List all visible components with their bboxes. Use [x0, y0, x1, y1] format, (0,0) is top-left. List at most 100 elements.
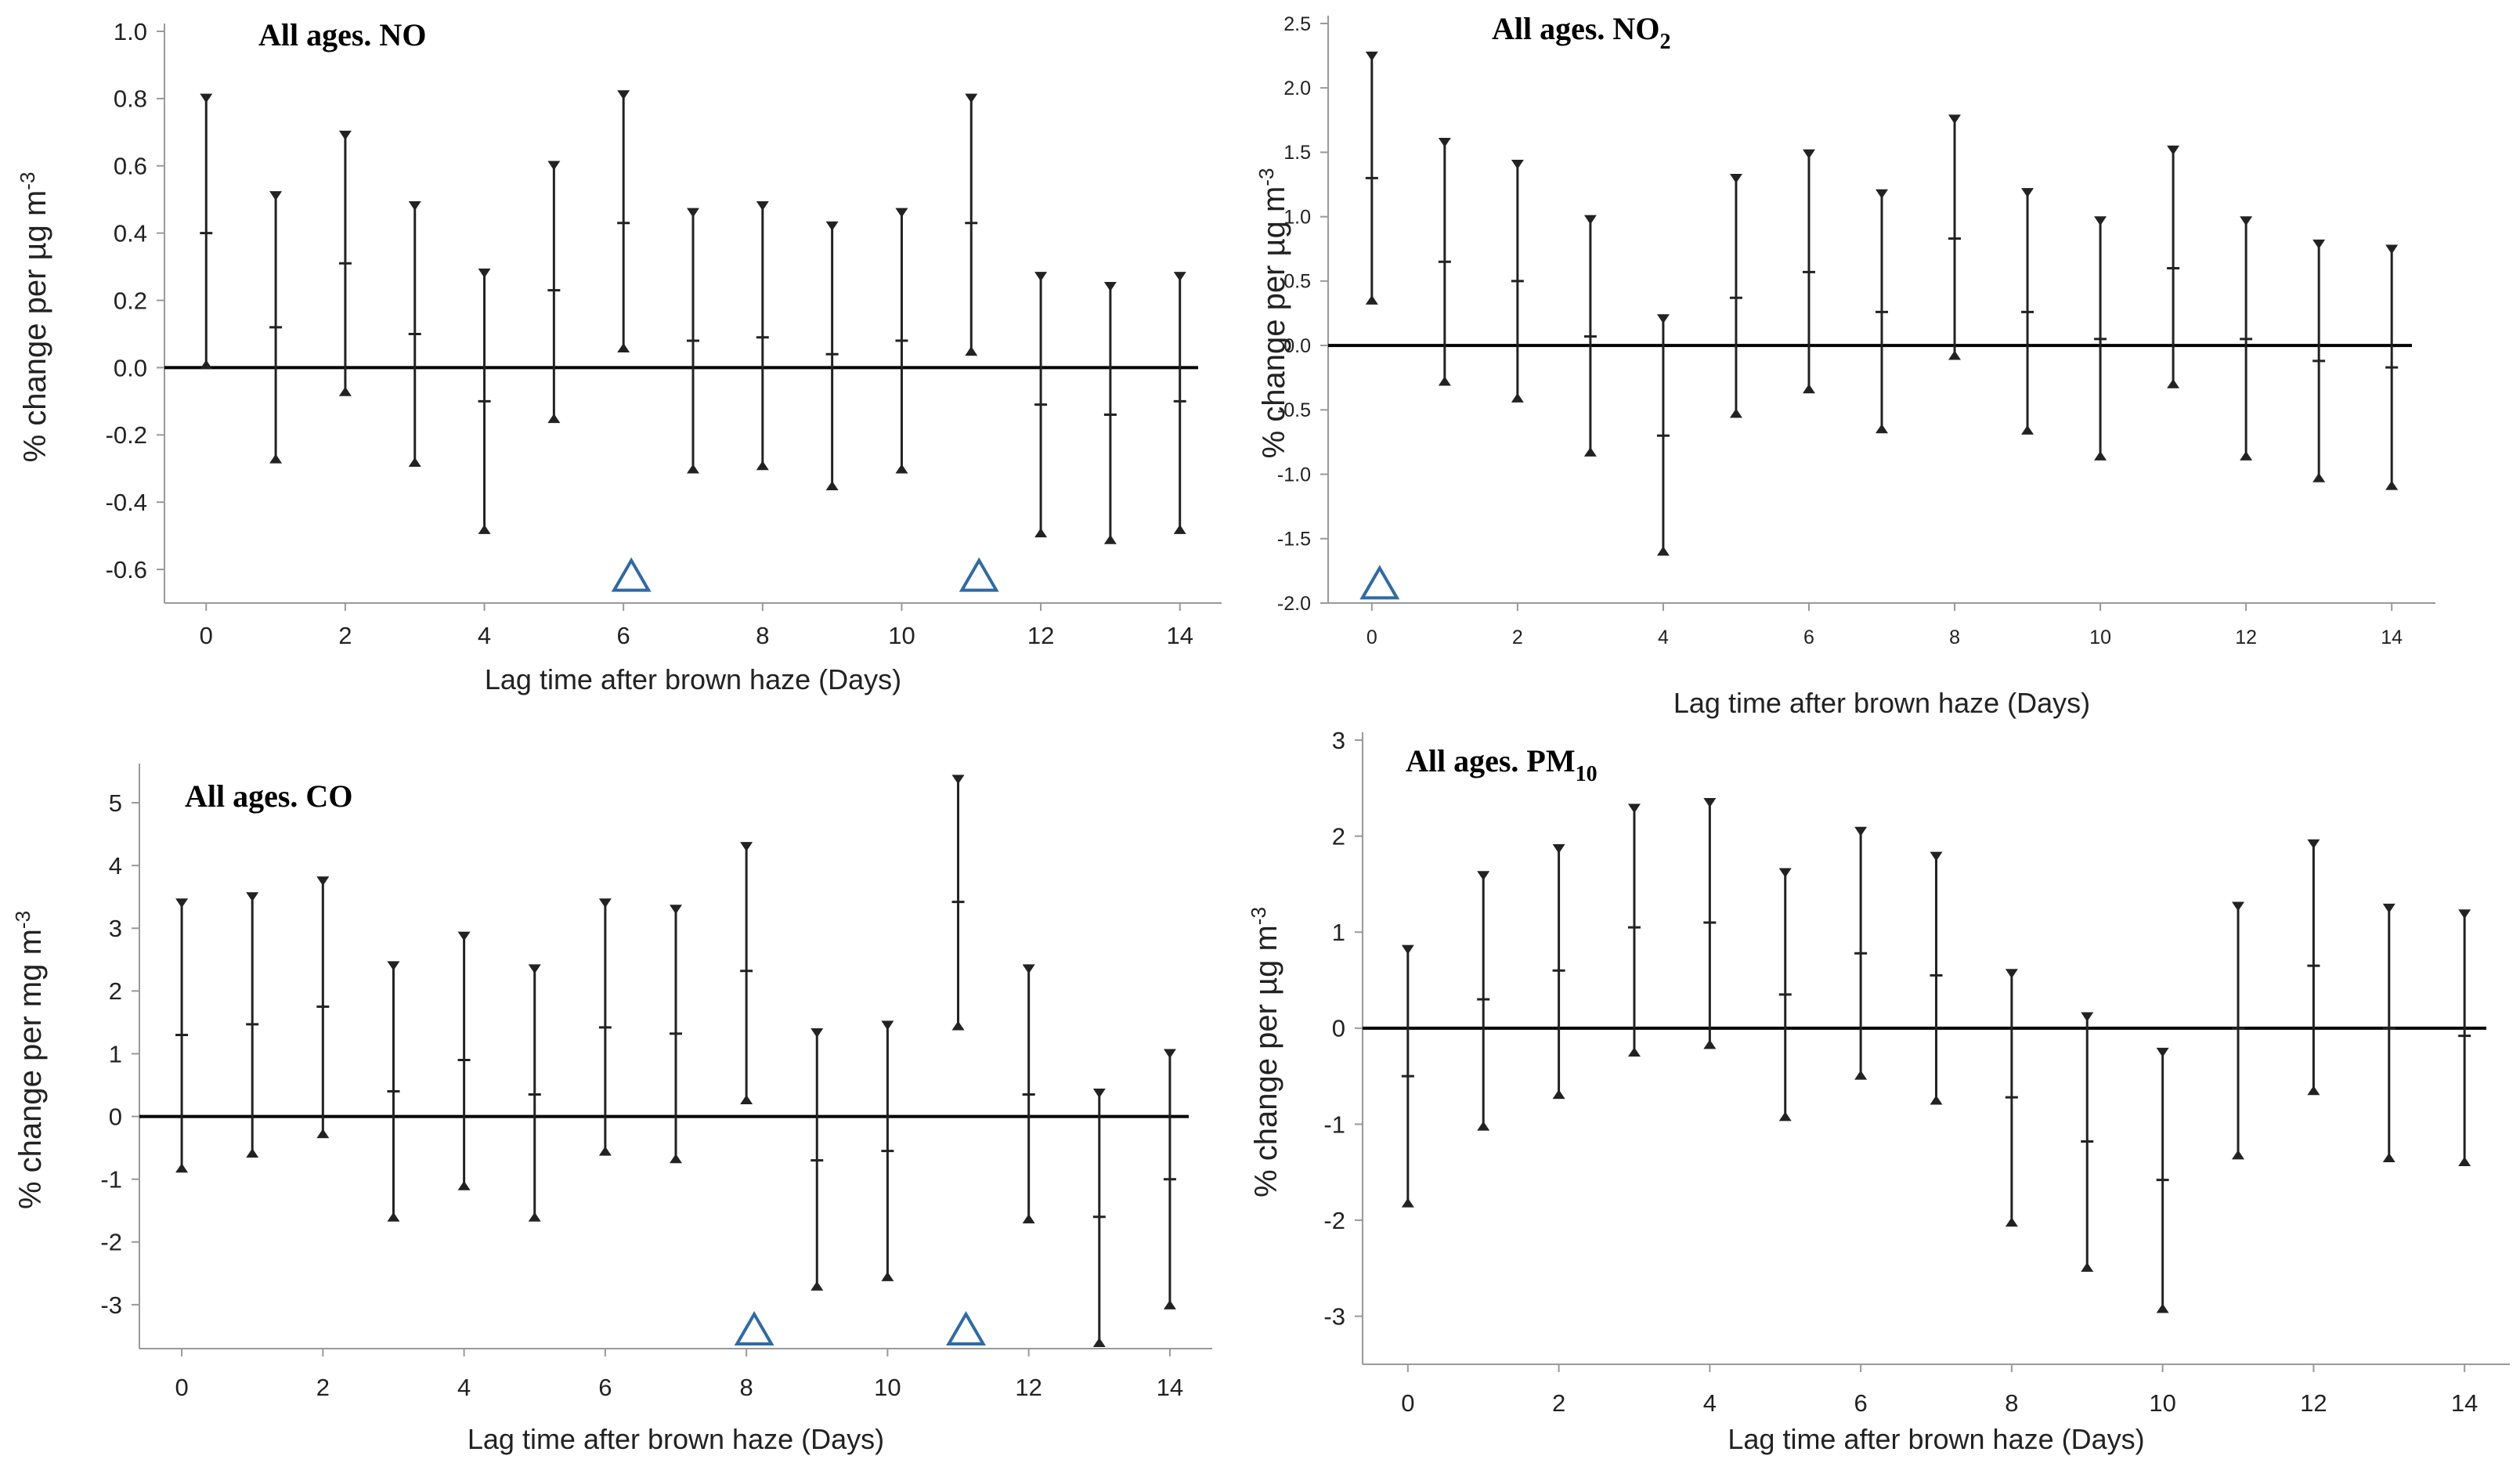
- y-tick-label: 2: [1332, 822, 1345, 850]
- x-tick-label: 14: [2381, 627, 2403, 648]
- upper-ci-marker: [1365, 51, 1378, 61]
- lower-ci-marker: [2382, 1153, 2395, 1163]
- upper-ci-marker: [2312, 239, 2326, 249]
- chart-title: All ages. NO2: [1492, 11, 1670, 54]
- x-tick-label: 8: [1949, 627, 1960, 648]
- upper-ci-marker: [687, 208, 699, 218]
- upper-ci-marker: [1511, 159, 1524, 169]
- x-tick-label: 2: [1512, 627, 1523, 648]
- lower-ci-marker: [1022, 1214, 1035, 1224]
- lower-ci-marker: [2240, 450, 2253, 461]
- y-tick-label: -2.0: [1277, 593, 1311, 615]
- lower-ci-marker: [478, 524, 491, 534]
- x-tick-label: 4: [457, 1374, 471, 1401]
- lower-ci-marker: [1034, 528, 1048, 538]
- upper-ci-marker: [825, 221, 839, 231]
- lower-ci-marker: [1401, 1197, 1414, 1208]
- upper-ci-marker: [2156, 1047, 2169, 1057]
- upper-ci-marker: [528, 964, 541, 974]
- upper-ci-marker: [1173, 272, 1186, 282]
- x-tick-label: 0: [1401, 1389, 1414, 1417]
- lower-ci-marker: [1627, 1047, 1641, 1057]
- error-bar-lag-4: [1656, 314, 1670, 556]
- error-bar-lag-13: [2382, 903, 2395, 1163]
- lower-ci-marker: [1163, 1299, 1176, 1309]
- upper-ci-marker: [408, 201, 421, 211]
- lower-ci-marker: [1876, 424, 1888, 434]
- y-axis-label-main: % change per mg m: [13, 929, 48, 1209]
- lower-ci-marker: [825, 481, 839, 490]
- lower-ci-marker: [670, 1154, 682, 1164]
- y-tick-label: -0.5: [1277, 399, 1311, 421]
- y-tick-label: 5: [109, 789, 122, 817]
- y-axis-label: % change per mg m-3: [11, 911, 48, 1209]
- upper-ci-marker: [881, 1020, 894, 1031]
- y-tick-label: 0: [109, 1103, 122, 1130]
- error-bar-lag-0: [200, 93, 213, 370]
- error-bar-lag-2: [1511, 159, 1524, 403]
- y-tick-label: 0.5: [1283, 271, 1311, 293]
- lower-ci-marker: [1365, 294, 1378, 305]
- y-axis-label-main: % change per µg m: [1249, 925, 1283, 1197]
- lower-ci-marker: [1092, 1337, 1106, 1347]
- error-bar-lag-0: [175, 898, 189, 1173]
- lower-ci-marker: [1854, 1070, 1868, 1080]
- lower-ci-marker: [528, 1212, 541, 1222]
- error-bar-lag-5: [547, 161, 561, 424]
- error-bar-lag-3: [1627, 804, 1641, 1057]
- lower-ci-marker: [547, 414, 561, 424]
- error-bar-lag-11: [2232, 901, 2245, 1160]
- upper-ci-marker: [951, 775, 965, 785]
- error-bar-lag-9: [825, 221, 839, 490]
- error-bar-lag-7: [670, 905, 682, 1164]
- error-bar-lag-11: [2167, 145, 2180, 388]
- y-tick-label: 2: [109, 977, 122, 1005]
- chart-title-main: All ages. CO: [185, 778, 352, 814]
- upper-ci-marker: [338, 130, 352, 140]
- upper-ci-marker: [2307, 839, 2320, 849]
- x-tick-label: 6: [617, 622, 630, 649]
- upper-ci-marker: [316, 876, 330, 887]
- error-bar-lag-11: [965, 93, 978, 356]
- lower-ci-marker: [2005, 1217, 2018, 1227]
- lower-ci-marker: [1930, 1095, 1943, 1105]
- y-tick-label: -1.5: [1277, 529, 1311, 551]
- upper-ci-marker: [1778, 868, 1792, 878]
- x-tick-label: 14: [2451, 1389, 2478, 1417]
- lower-ci-marker: [598, 1146, 612, 1156]
- upper-ci-marker: [2005, 969, 2018, 979]
- upper-ci-marker: [1627, 804, 1641, 814]
- lower-ci-marker: [881, 1271, 894, 1281]
- lower-ci-marker: [1583, 446, 1597, 457]
- upper-ci-marker: [2382, 903, 2395, 913]
- upper-ci-marker: [1092, 1088, 1106, 1098]
- upper-ci-marker: [2458, 909, 2471, 919]
- lower-ci-marker: [617, 342, 630, 352]
- error-bar-lag-1: [1438, 138, 1451, 386]
- lower-ci-marker: [1778, 1111, 1792, 1121]
- y-tick-label: 3: [109, 915, 122, 942]
- error-bar-lag-6: [617, 90, 630, 352]
- y-tick-label: 0.4: [114, 219, 147, 247]
- error-bar-lag-11: [951, 775, 965, 1031]
- lower-ci-marker: [2458, 1156, 2471, 1166]
- x-tick-label: 0: [175, 1374, 188, 1401]
- upper-ci-marker: [1401, 944, 1414, 955]
- upper-ci-marker: [478, 268, 491, 278]
- y-tick-label: 0.2: [114, 287, 147, 314]
- significance-triangle-icon: [959, 557, 999, 592]
- error-bar-lag-14: [1163, 1049, 1176, 1309]
- upper-ci-marker: [2232, 901, 2245, 912]
- y-tick-label: 1.0: [1283, 206, 1311, 228]
- upper-ci-marker: [1656, 314, 1670, 324]
- error-bar-lag-14: [2385, 244, 2399, 490]
- error-bar-lag-14: [2458, 909, 2471, 1166]
- lower-ci-marker: [316, 1129, 330, 1139]
- y-axis-label-superscript: -3: [1255, 168, 1278, 186]
- chart-title: All ages. CO: [185, 778, 352, 814]
- y-tick-label: 2.5: [1283, 13, 1311, 35]
- y-tick-label: 1: [109, 1040, 122, 1067]
- lower-ci-marker: [2081, 1262, 2094, 1272]
- error-bar-lag-4: [1703, 798, 1717, 1049]
- error-bar-lag-5: [1729, 174, 1742, 418]
